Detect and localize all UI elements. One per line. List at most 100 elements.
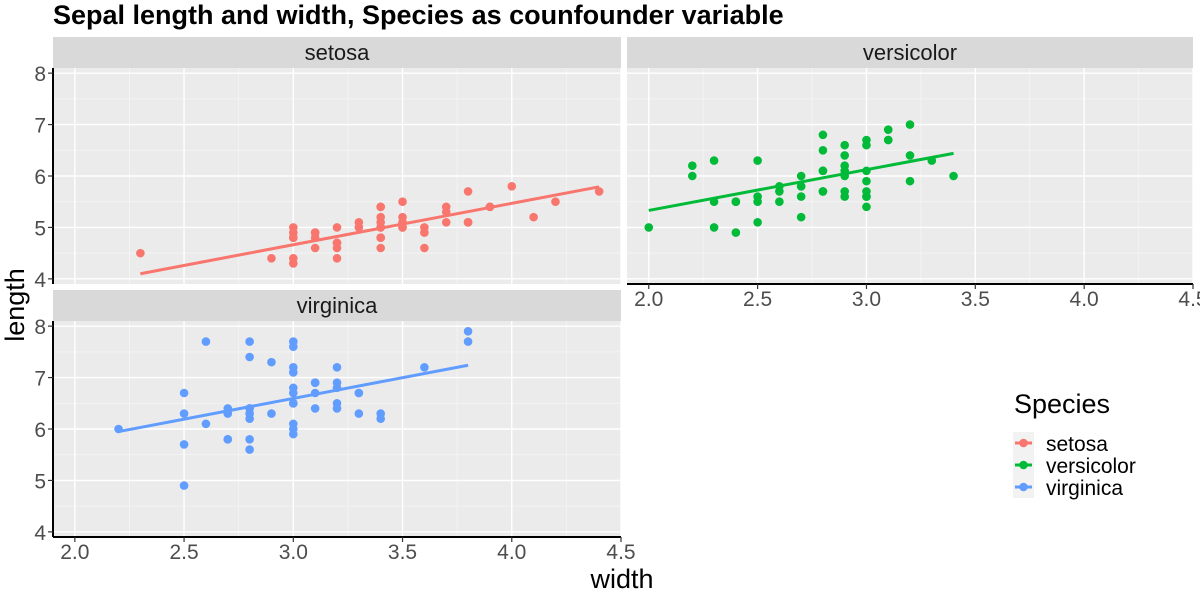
facet-strip (53, 290, 621, 321)
x-tick-label: 2.5 (743, 288, 772, 311)
x-tick-label: 3.0 (852, 288, 881, 311)
regression-line (648, 151, 954, 212)
legend-item-virginica: virginica (1013, 476, 1123, 500)
data-point (332, 404, 342, 413)
data-point (289, 388, 298, 398)
legend-label: virginica (1046, 477, 1123, 500)
data-point (420, 362, 429, 372)
legend-label: versicolor (1046, 455, 1136, 478)
data-point (796, 192, 806, 201)
data-point (398, 197, 407, 207)
data-point (883, 135, 893, 145)
data-point (354, 388, 364, 398)
data-point (376, 414, 385, 424)
data-point (905, 176, 915, 186)
data-point (376, 233, 385, 243)
data-point (376, 217, 385, 227)
data-point (862, 187, 871, 196)
chart-title: Sepal length and width, Species as counf… (53, 0, 784, 30)
data-point (840, 151, 849, 160)
data-point (332, 243, 342, 253)
data-point (310, 228, 320, 237)
data-point (688, 171, 697, 181)
data-point (796, 212, 806, 222)
data-point (332, 223, 342, 232)
data-point (753, 156, 762, 165)
legend-item-versicolor: versicolor (1013, 454, 1136, 478)
data-point (441, 217, 451, 227)
legend-item-setosa: setosa (1013, 432, 1108, 456)
data-point (179, 409, 189, 418)
facet-panel-setosa: setosa 4 5 6 7 8 (34, 37, 622, 292)
data-point (245, 434, 254, 444)
x-tick-label: 4.0 (497, 541, 526, 564)
x-tick-label: 3.5 (388, 541, 417, 564)
facet-strip (53, 37, 621, 68)
facet-panel-virginica: virginica 4 5 6 7 8 2.0 2.5 3.0 3.5 4.0 4.5 (34, 290, 636, 564)
facet-panels: setosa 4 5 6 7 8 versicolor 2.0 2.5 3.0 3.5 4.0 4.5 v… (34, 37, 1200, 564)
data-point (267, 409, 276, 418)
data-point (289, 337, 298, 346)
data-point (753, 217, 762, 227)
y-tick-label: 6 (34, 166, 46, 189)
data-point (354, 223, 364, 232)
data-point (818, 187, 828, 196)
data-point (862, 202, 871, 212)
data-point (529, 212, 538, 222)
x-tick-label: 3.5 (961, 288, 990, 311)
x-tick-label: 3.0 (279, 541, 308, 564)
legend-title: Species (1014, 389, 1110, 419)
y-tick-label: 5 (34, 217, 46, 240)
legend-point (1019, 460, 1028, 470)
data-point (245, 352, 254, 362)
data-point (179, 388, 189, 398)
data-point (840, 187, 849, 196)
data-point (310, 404, 320, 413)
data-point (201, 337, 211, 346)
data-point (267, 253, 276, 263)
data-point (731, 228, 741, 237)
data-point (136, 248, 145, 258)
facet-strip (627, 37, 1193, 68)
data-point (818, 145, 828, 155)
x-tick-label: 2.0 (634, 288, 663, 311)
legend-label: setosa (1046, 433, 1108, 456)
y-tick-label: 4 (34, 522, 46, 545)
facet-strip-label: setosa (305, 40, 371, 65)
data-point (796, 181, 806, 191)
data-point (463, 217, 473, 227)
data-point (753, 197, 762, 207)
data-point (840, 161, 849, 171)
data-point (507, 181, 517, 191)
data-point (818, 130, 828, 140)
data-point (949, 171, 958, 181)
data-point (354, 409, 364, 418)
x-tick-label: 4.5 (1178, 288, 1200, 311)
data-point (905, 151, 915, 160)
facet-panel-versicolor: versicolor 2.0 2.5 3.0 3.5 4.0 4.5 (627, 37, 1200, 311)
data-point (463, 187, 473, 196)
data-point (905, 120, 915, 129)
x-tick-label: 2.0 (60, 541, 89, 564)
data-point (310, 243, 320, 253)
data-point (289, 253, 298, 263)
y-tick-label: 7 (34, 115, 46, 138)
data-point (223, 434, 233, 444)
data-point (731, 197, 741, 207)
data-point (709, 223, 719, 232)
data-point (310, 378, 320, 388)
y-tick-label: 6 (34, 419, 46, 442)
data-point (420, 228, 429, 237)
data-point (796, 171, 806, 181)
data-point (289, 398, 298, 408)
data-point (840, 140, 849, 150)
data-point (289, 233, 298, 243)
data-point (332, 362, 342, 372)
y-axis-title: length (0, 268, 30, 342)
facet-strip-label: virginica (297, 293, 378, 318)
y-tick-label: 8 (34, 316, 46, 339)
y-tick-label: 8 (34, 63, 46, 86)
data-point (463, 337, 473, 346)
